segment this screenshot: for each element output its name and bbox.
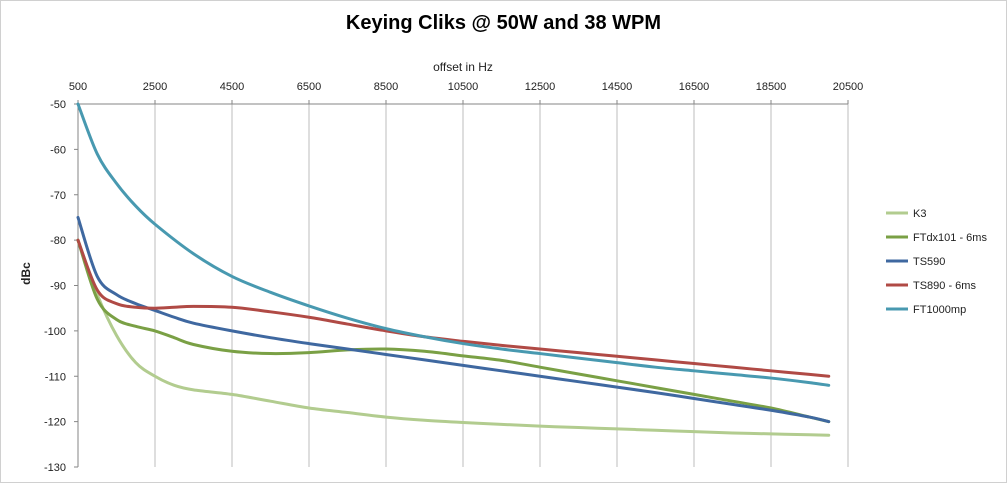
legend-label-2: TS590 [913,256,945,268]
legend-label-4: FT1000mp [913,304,966,316]
x-tick-label: 500 [69,81,87,93]
y-axis-title: dBc [19,262,33,285]
y-tick-label: -110 [45,371,66,383]
series-line-1 [76,238,831,424]
x-tick-label: 2500 [143,81,167,93]
x-tick-label: 18500 [756,81,787,93]
x-tick-label: 4500 [220,81,244,93]
x-tick-label: 8500 [374,81,398,93]
x-axis-title: offset in Hz [433,60,493,74]
series-line-0 [76,238,831,437]
y-tick-label: -60 [50,144,66,156]
x-tick-label: 12500 [525,81,556,93]
x-tick-label: 6500 [297,81,321,93]
x-tick-label: 14500 [602,81,633,93]
chart-title: Keying Cliks @ 50W and 38 WPM [345,12,662,34]
legend-label-1: FTdx101 - 6ms [913,232,987,244]
series-line-4 [76,102,831,387]
y-tick-label: -120 [44,417,66,429]
legend-label-0: K3 [913,208,926,220]
y-tick-label: -100 [44,326,66,338]
y-tick-label: -50 [50,99,66,111]
x-tick-label: 20500 [833,81,864,93]
y-tick-label: -70 [50,190,66,202]
y-tick-label: -90 [50,281,66,293]
series-line-2 [76,215,831,424]
x-tick-label: 16500 [679,81,710,93]
y-tick-label: -130 [44,462,66,474]
legend-label-3: TS890 - 6ms [913,280,976,292]
y-tick-label: -80 [50,235,66,247]
x-tick-label: 10500 [448,81,479,93]
